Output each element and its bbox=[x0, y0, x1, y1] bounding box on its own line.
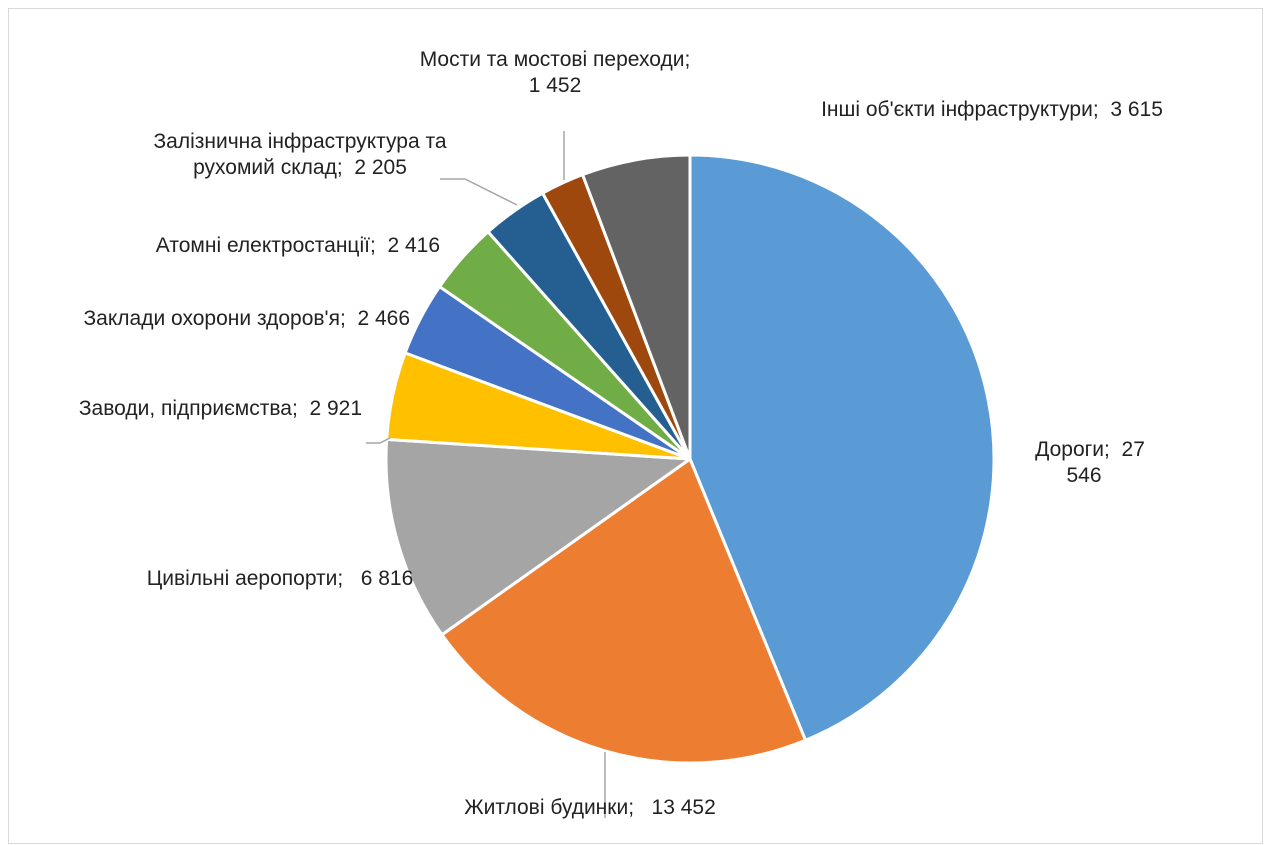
data-label-line: Мости та мостові переходи; bbox=[420, 48, 691, 71]
data-label-7: Залізнична інфраструктура та рухомий скла… bbox=[153, 130, 446, 179]
pie-slice-3 bbox=[384, 437, 692, 637]
data-label-line: Заклади охорони здоров'я; 2 466 bbox=[84, 307, 411, 330]
data-label-line: Атомні електростанції; 2 416 bbox=[156, 234, 440, 257]
leader-lines bbox=[366, 131, 606, 818]
data-labels: Дороги; 27 546 Житлові будинки; 13 452 Циві… bbox=[79, 48, 1163, 819]
data-label-line: Цивільні аеропорти; 6 816 bbox=[147, 567, 414, 590]
data-label-line: 1 452 bbox=[529, 74, 582, 97]
pie-slice-9 bbox=[581, 153, 692, 461]
data-label-4: Заводи, підприємства; 2 921 bbox=[79, 397, 362, 420]
data-label-1: Дороги; 27 546 bbox=[1035, 438, 1145, 487]
data-label-line: рухомий склад; 2 205 bbox=[193, 156, 407, 179]
data-label-9: Інші об'єкти інфраструктури; 3 615 bbox=[821, 98, 1163, 121]
data-label-2: Житлові будинки; 13 452 bbox=[464, 796, 716, 819]
data-label-line: Залізнична інфраструктура та bbox=[153, 130, 446, 153]
leader-line-4 bbox=[366, 437, 391, 444]
pie-slice-2 bbox=[440, 457, 807, 765]
data-label-line: Дороги; 27 bbox=[1035, 438, 1145, 461]
data-label-5: Заклади охорони здоров'я; 2 466 bbox=[84, 307, 411, 330]
leader-line-7 bbox=[440, 178, 518, 206]
data-label-8: Мости та мостові переходи; 1 452 bbox=[420, 48, 691, 97]
data-label-3: Цивільні аеропорти; 6 816 bbox=[147, 567, 414, 590]
pie-slices bbox=[384, 153, 996, 765]
pie-slice-1 bbox=[688, 153, 996, 742]
data-label-line: Житлові будинки; 13 452 bbox=[464, 796, 716, 819]
data-label-line: Інші об'єкти інфраструктури; 3 615 bbox=[821, 98, 1163, 121]
data-label-line: Заводи, підприємства; 2 921 bbox=[79, 397, 362, 420]
data-label-6: Атомні електростанції; 2 416 bbox=[156, 234, 440, 257]
data-label-line: 546 bbox=[1066, 464, 1101, 487]
